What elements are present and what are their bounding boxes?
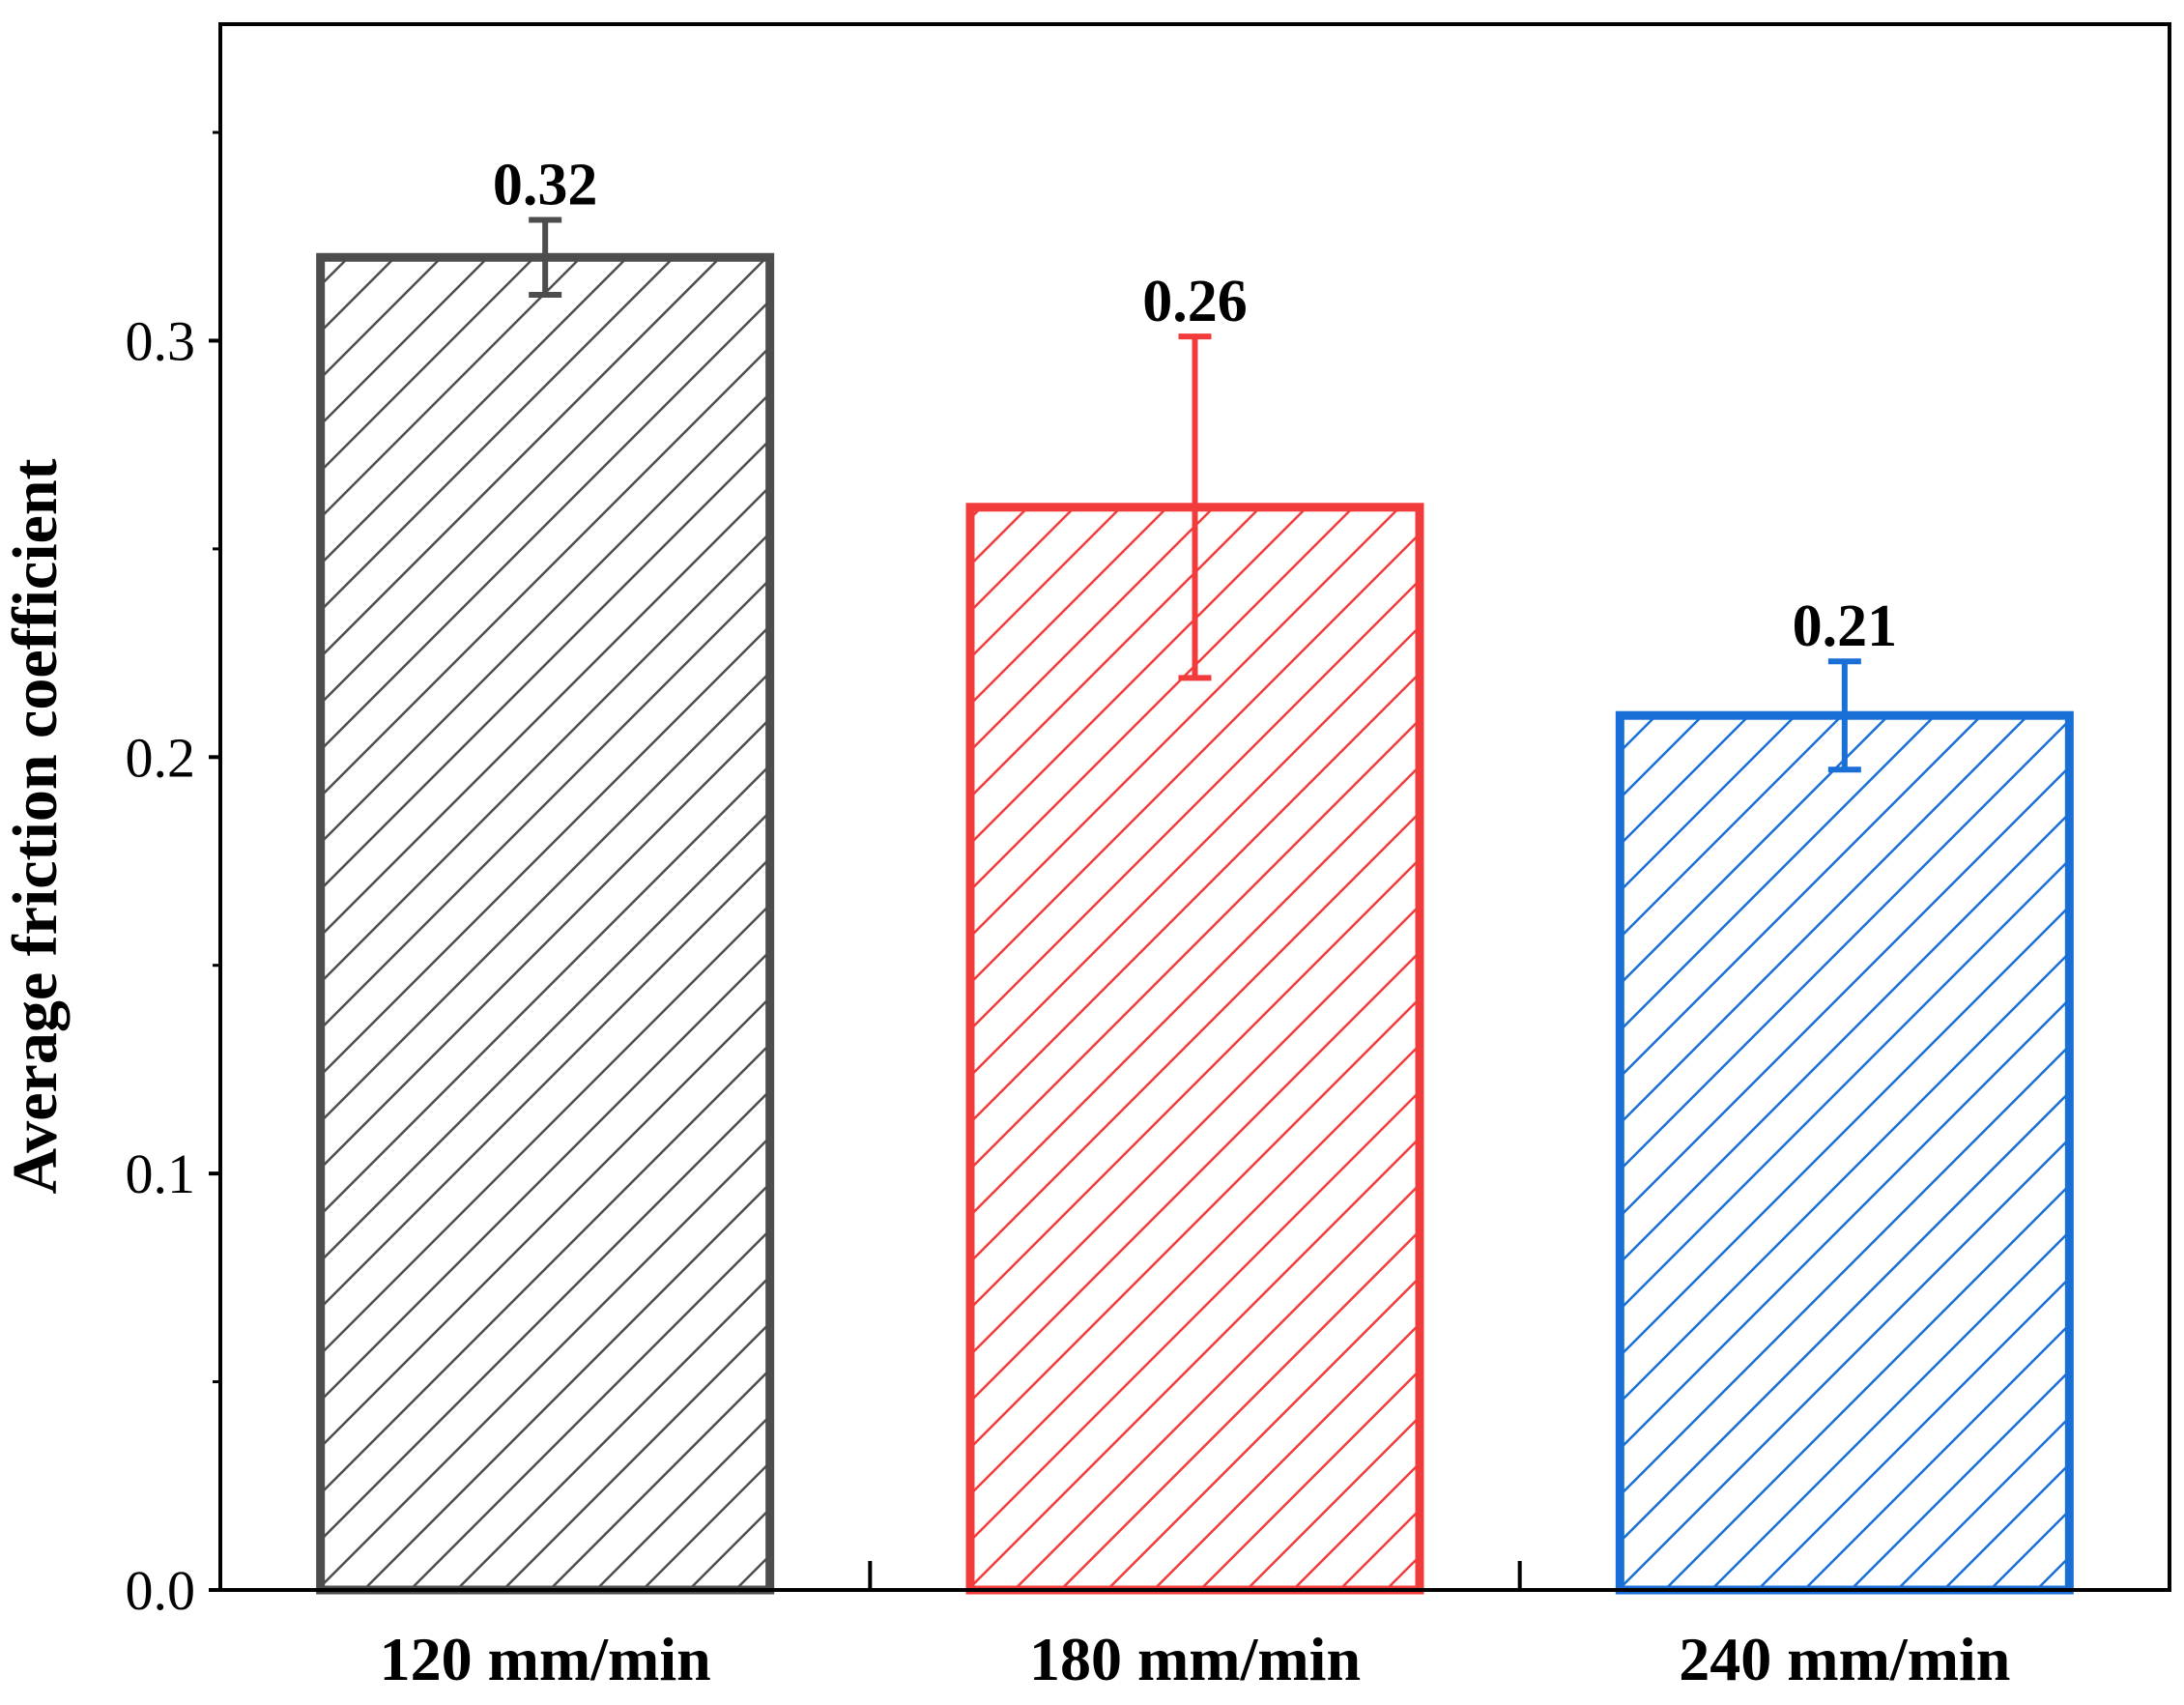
plot-frame <box>218 22 2171 1592</box>
y-axis-title: Average friction coefficient <box>0 458 71 1194</box>
x-category-label: 240 mm/min <box>1679 1625 2010 1693</box>
y-tick-label: 0.2 <box>126 726 196 789</box>
error-bar <box>1827 658 1861 773</box>
bar-240 <box>1615 710 2074 1595</box>
y-tick-label: 0.3 <box>126 309 196 372</box>
error-bar <box>1178 333 1212 681</box>
data-labels-layer: 0.32 0.26 0.21 <box>493 153 1897 660</box>
x-category-label: 180 mm/min <box>1029 1625 1361 1693</box>
error-bars-layer <box>529 217 1861 773</box>
y-tick-label: 0.1 <box>126 1142 196 1205</box>
y-tick-label: 0.0 <box>126 1559 196 1622</box>
bar-180 <box>965 503 1424 1595</box>
x-category-label: 120 mm/min <box>380 1625 711 1693</box>
data-label: 0.32 <box>493 153 598 218</box>
data-label: 0.21 <box>1793 593 1898 659</box>
x-axis: 120 mm/min 180 mm/min 240 mm/min <box>380 1561 2010 1693</box>
error-bar <box>529 217 562 299</box>
bar-120 <box>316 252 775 1595</box>
y-axis: 0.0 0.1 0.2 0.3 <box>126 130 220 1622</box>
data-label: 0.26 <box>1142 269 1248 334</box>
